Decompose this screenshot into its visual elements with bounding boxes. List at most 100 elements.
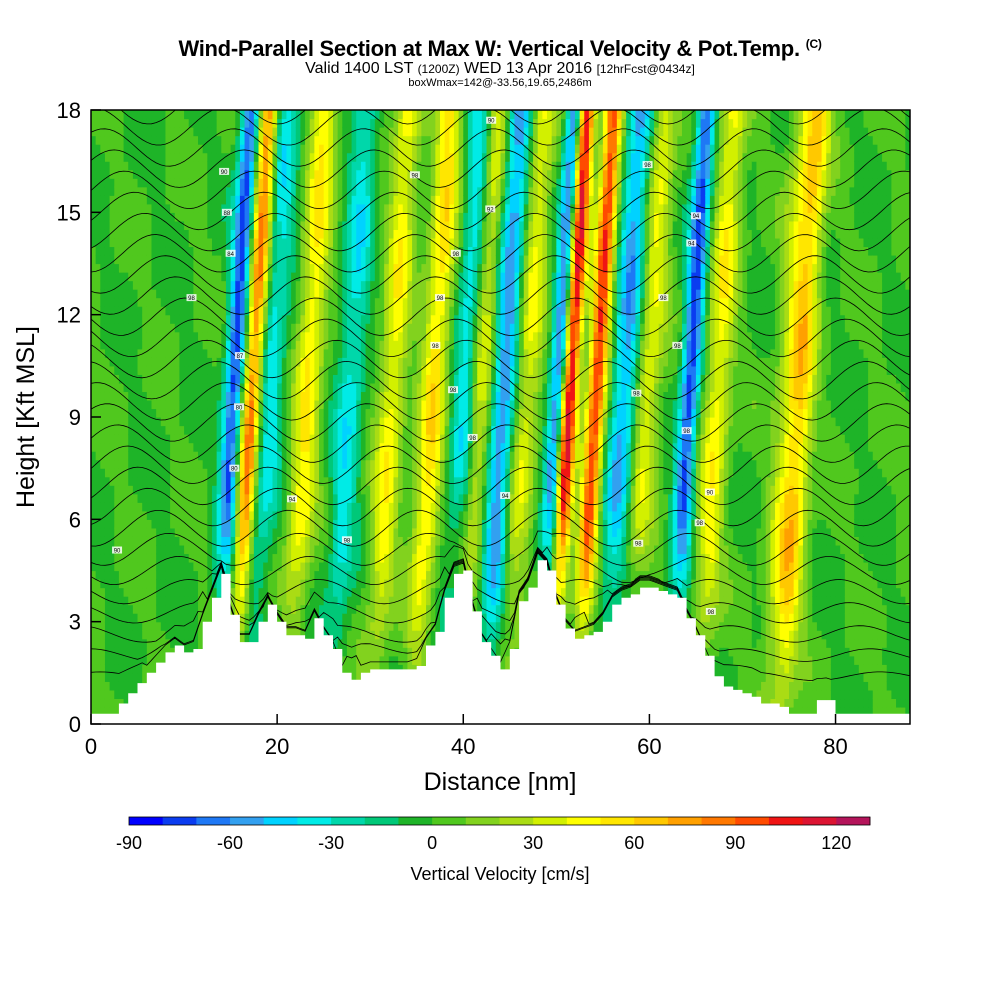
velocity-cell bbox=[267, 357, 274, 367]
velocity-cell bbox=[165, 178, 171, 188]
velocity-cell bbox=[128, 161, 134, 171]
velocity-cell bbox=[337, 553, 343, 563]
velocity-cell bbox=[244, 254, 250, 265]
velocity-cell bbox=[351, 468, 357, 478]
velocity-cell bbox=[365, 638, 371, 648]
velocity-cell bbox=[198, 152, 204, 162]
velocity-cell bbox=[267, 570, 274, 580]
velocity-cell bbox=[286, 519, 292, 529]
velocity-cell bbox=[235, 246, 241, 256]
velocity-cell bbox=[142, 468, 148, 478]
velocity-cell bbox=[188, 280, 194, 290]
velocity-cell bbox=[221, 348, 227, 358]
velocity-cell bbox=[100, 459, 106, 469]
velocity-cell bbox=[291, 570, 297, 580]
velocity-cell bbox=[374, 510, 381, 520]
velocity-cell bbox=[188, 502, 194, 512]
velocity-cell bbox=[407, 357, 413, 367]
velocity-cell bbox=[230, 212, 236, 222]
velocity-cell bbox=[319, 246, 325, 256]
velocity-cell bbox=[365, 280, 371, 290]
velocity-cell bbox=[249, 203, 255, 213]
velocity-cell bbox=[174, 212, 181, 222]
velocity-cell bbox=[374, 417, 381, 427]
velocity-cell bbox=[253, 621, 260, 631]
velocity-cell bbox=[272, 527, 278, 537]
velocity-cell bbox=[379, 127, 385, 137]
velocity-cell bbox=[356, 468, 362, 478]
velocity-cell bbox=[393, 519, 399, 529]
velocity-cell bbox=[230, 536, 236, 546]
velocity-cell bbox=[300, 144, 306, 154]
velocity-cell bbox=[230, 314, 236, 324]
velocity-cell bbox=[160, 212, 167, 222]
velocity-cell bbox=[272, 229, 278, 239]
velocity-cell bbox=[407, 587, 413, 597]
velocity-cell bbox=[388, 374, 395, 384]
velocity-cell bbox=[151, 587, 157, 597]
velocity-cell bbox=[388, 587, 395, 597]
velocity-cell bbox=[170, 630, 176, 640]
velocity-cell bbox=[239, 152, 246, 162]
velocity-cell bbox=[402, 382, 409, 393]
velocity-cell bbox=[104, 596, 111, 606]
velocity-cell bbox=[207, 289, 213, 299]
velocity-cell bbox=[286, 442, 292, 452]
velocity-cell bbox=[184, 118, 190, 128]
velocity-cell bbox=[193, 408, 199, 418]
velocity-cell bbox=[123, 203, 129, 213]
velocity-cell bbox=[109, 604, 115, 614]
velocity-cell bbox=[202, 195, 208, 205]
velocity-cell bbox=[230, 306, 236, 316]
velocity-cell bbox=[123, 152, 129, 162]
velocity-cell bbox=[277, 553, 283, 563]
velocity-cell bbox=[356, 408, 362, 418]
velocity-cell bbox=[165, 297, 171, 307]
velocity-cell bbox=[337, 587, 343, 597]
velocity-cell bbox=[365, 459, 371, 469]
velocity-cell bbox=[388, 510, 395, 520]
velocity-cell bbox=[291, 135, 297, 145]
velocity-cell bbox=[402, 203, 409, 213]
velocity-cell bbox=[402, 442, 409, 452]
velocity-cell bbox=[235, 357, 241, 367]
velocity-cell bbox=[398, 468, 404, 478]
velocity-cell bbox=[398, 613, 404, 623]
velocity-cell bbox=[356, 434, 362, 444]
velocity-cell bbox=[104, 152, 111, 162]
velocity-cell bbox=[100, 613, 106, 623]
velocity-cell bbox=[379, 297, 385, 307]
velocity-cell bbox=[179, 263, 185, 273]
velocity-cell bbox=[319, 391, 325, 401]
velocity-cell bbox=[309, 570, 315, 580]
velocity-cell bbox=[211, 502, 218, 512]
velocity-cell bbox=[118, 135, 125, 145]
velocity-cell bbox=[198, 382, 204, 393]
velocity-cell bbox=[114, 630, 120, 640]
velocity-cell bbox=[174, 357, 181, 367]
velocity-cell bbox=[207, 536, 213, 546]
velocity-cell bbox=[118, 399, 125, 410]
velocity-cell bbox=[91, 365, 97, 375]
velocity-cell bbox=[384, 331, 390, 341]
velocity-cell bbox=[156, 331, 162, 341]
velocity-cell bbox=[198, 510, 204, 520]
velocity-cell bbox=[188, 434, 194, 444]
velocity-cell bbox=[374, 263, 381, 273]
velocity-cell bbox=[272, 485, 278, 495]
velocity-cell bbox=[286, 195, 292, 205]
velocity-cell bbox=[398, 621, 404, 631]
velocity-cell bbox=[165, 118, 171, 128]
velocity-cell bbox=[104, 203, 111, 213]
velocity-cell bbox=[360, 127, 367, 137]
velocity-cell bbox=[91, 391, 97, 401]
velocity-cell bbox=[388, 161, 395, 171]
velocity-cell bbox=[207, 374, 213, 384]
velocity-cell bbox=[142, 425, 148, 435]
velocity-cell bbox=[258, 118, 264, 128]
velocity-cell bbox=[300, 263, 306, 273]
velocity-cell bbox=[211, 519, 218, 529]
velocity-cell bbox=[384, 135, 390, 145]
velocity-cell bbox=[398, 561, 404, 572]
velocity-cell bbox=[193, 442, 199, 452]
